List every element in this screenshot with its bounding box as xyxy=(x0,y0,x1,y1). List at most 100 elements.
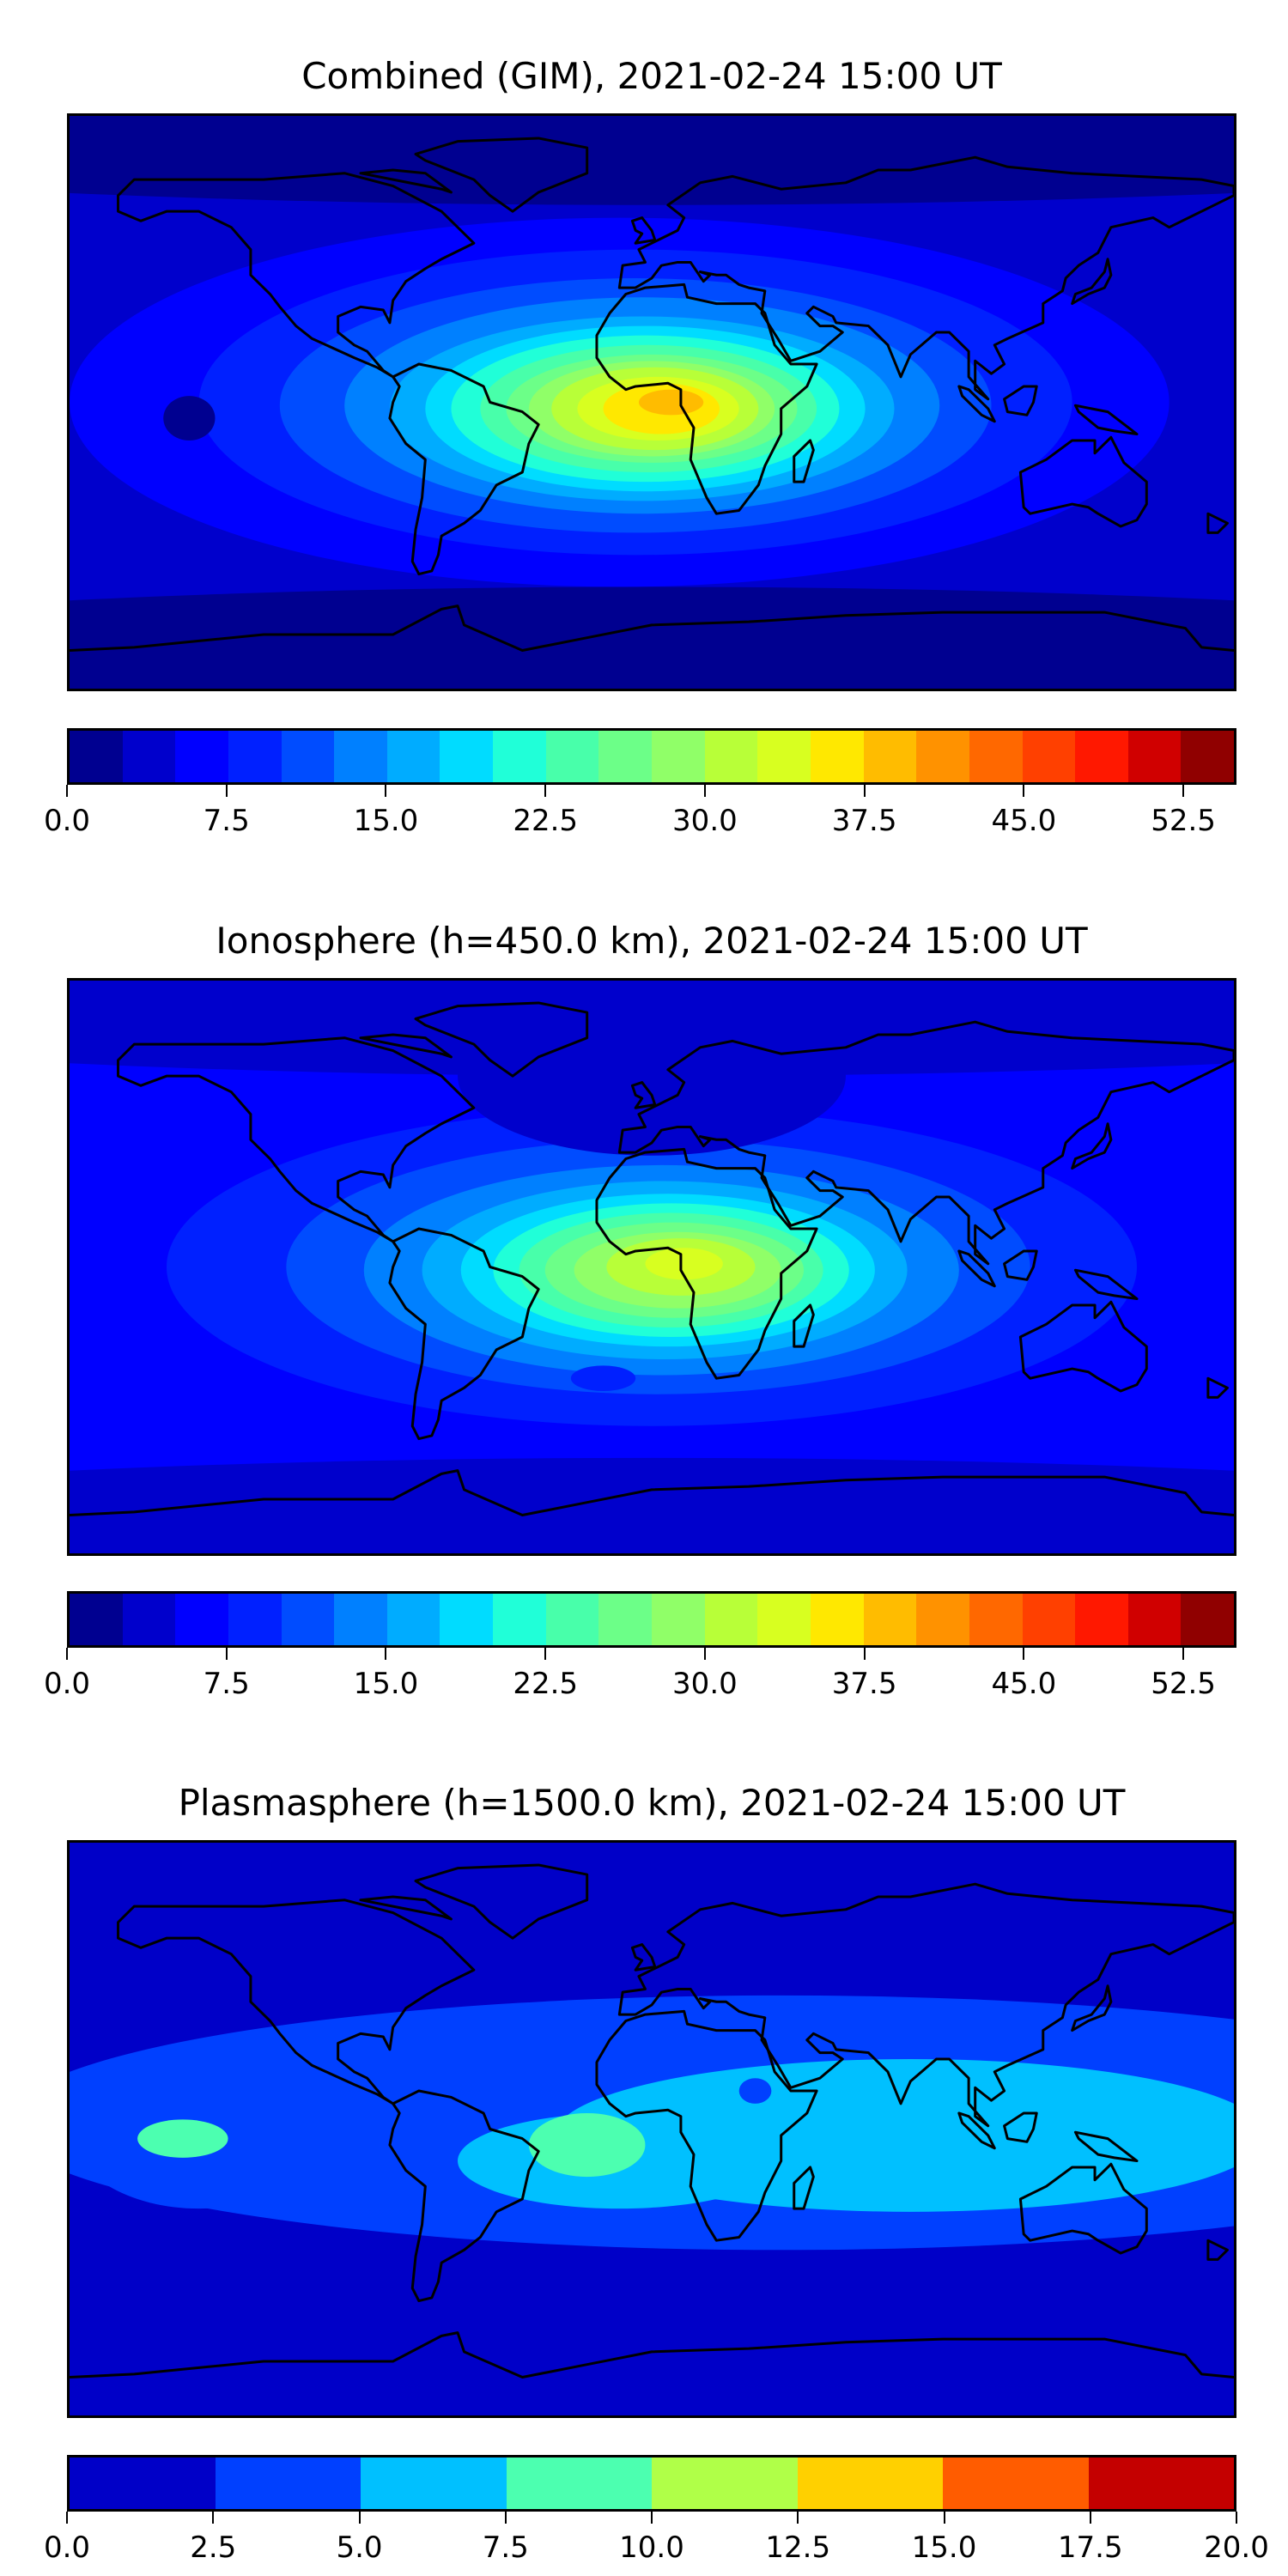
colorbar-tick xyxy=(66,2512,68,2524)
colorbar-tick-label: 30.0 xyxy=(672,1667,738,1701)
coastline-australia xyxy=(1020,2164,1146,2253)
colorbar-level xyxy=(545,731,599,782)
colorbar-tick-label: 22.5 xyxy=(513,804,579,838)
contour-level xyxy=(163,396,216,440)
contour-level xyxy=(458,996,846,1156)
coastlines xyxy=(70,1865,1234,2378)
contour-level xyxy=(70,1457,1234,1553)
coastline-baffin xyxy=(361,170,451,192)
coastline-new-zealand xyxy=(1208,513,1228,532)
colorbar-level xyxy=(1075,1594,1128,1645)
contour-field xyxy=(70,981,1234,1553)
coastline-madagascar xyxy=(794,440,814,482)
coastline-uk xyxy=(632,1945,654,1971)
coastline-japan xyxy=(1072,1986,1111,2031)
colorbar-tick xyxy=(863,785,866,797)
colorbar-tick xyxy=(212,2512,215,2524)
contour-level xyxy=(137,2119,228,2158)
colorbar-level xyxy=(797,2458,943,2509)
colorbar-tick xyxy=(225,1648,228,1660)
coastline-baffin xyxy=(361,1035,451,1057)
coastline-uk xyxy=(632,1083,654,1109)
colorbar-level xyxy=(545,1594,599,1645)
colorbar-level xyxy=(1022,1594,1076,1645)
colorbar-level xyxy=(1127,1594,1182,1645)
colorbar-level xyxy=(863,731,917,782)
colorbar-level xyxy=(1181,731,1235,782)
coastline-sumatra xyxy=(959,386,994,422)
colorbar-tick-label: 22.5 xyxy=(513,1667,579,1701)
colorbar-level xyxy=(228,731,282,782)
colorbar-level xyxy=(175,731,228,782)
colorbar-plasmasphere xyxy=(67,2455,1236,2512)
coastline-africa xyxy=(597,2011,817,2240)
coastline-madagascar xyxy=(794,1305,814,1346)
coastline-new-guinea xyxy=(1075,405,1137,434)
colorbar-tick xyxy=(1236,2512,1237,2524)
colorbar-tick xyxy=(703,1648,706,1660)
colorbar-tick-label: 10.0 xyxy=(619,2530,684,2565)
colorbar-level xyxy=(1075,731,1128,782)
colorbar-tick-label: 45.0 xyxy=(991,1667,1057,1701)
colorbar-level xyxy=(652,1594,705,1645)
colorbar-level xyxy=(598,731,653,782)
contour-field xyxy=(70,116,1234,689)
colorbar-level xyxy=(281,1594,335,1645)
colorbar-tick-label: 30.0 xyxy=(672,804,738,838)
colorbar-level xyxy=(493,1594,546,1645)
colorbar-tick xyxy=(66,785,68,797)
colorbar-tick-label: 37.5 xyxy=(831,1667,897,1701)
colorbar-tick-label: 37.5 xyxy=(831,804,897,838)
coastline-greenland xyxy=(416,1865,587,1938)
colorbar-level xyxy=(1022,731,1076,782)
colorbar-level xyxy=(334,731,387,782)
colorbar-level xyxy=(1181,1594,1235,1645)
colorbar-tick xyxy=(797,2512,799,2524)
colorbar-ionosphere xyxy=(67,1591,1236,1648)
colorbar-level xyxy=(863,1594,917,1645)
map-plasmasphere xyxy=(67,1840,1236,2418)
contour-level xyxy=(645,1248,723,1280)
coastline-uk xyxy=(632,218,654,244)
colorbar-level xyxy=(916,731,969,782)
coastline-australia xyxy=(1020,1302,1146,1391)
colorbar-tick xyxy=(544,1648,547,1660)
colorbar-tick-label: 2.5 xyxy=(190,2530,237,2565)
coastline-south-america xyxy=(390,364,538,574)
contour-level xyxy=(738,2078,772,2104)
colorbar-level xyxy=(334,1594,387,1645)
colorbar-level xyxy=(969,1594,1023,1645)
coastline-africa xyxy=(597,284,817,513)
colorbar-level xyxy=(122,731,176,782)
coastline-japan xyxy=(1072,1124,1111,1169)
colorbar-tick xyxy=(1182,785,1185,797)
colorbar-level xyxy=(757,1594,811,1645)
coastline-eurasia xyxy=(619,1884,1234,2126)
contour-level xyxy=(528,2112,646,2178)
colorbar-tick-label: 0.0 xyxy=(43,1667,91,1701)
colorbar-tick-label: 45.0 xyxy=(991,804,1057,838)
coastline-africa xyxy=(597,1149,817,1378)
coastline-madagascar xyxy=(794,2167,814,2208)
colorbar-level xyxy=(228,1594,282,1645)
colorbar-level xyxy=(361,2458,507,2509)
coastline-antarctica xyxy=(70,1471,1234,1516)
contour-level xyxy=(638,389,704,416)
colorbar-level xyxy=(598,1594,653,1645)
colorbar-combined xyxy=(67,728,1236,785)
coastline-australia xyxy=(1020,437,1146,526)
colorbar-level xyxy=(1127,731,1182,782)
coastline-baffin xyxy=(361,1897,451,1919)
colorbar-level xyxy=(704,1594,758,1645)
coastline-sumatra xyxy=(959,1251,994,1286)
colorbar-tick xyxy=(1023,785,1025,797)
colorbar-level xyxy=(652,2458,798,2509)
map-combined xyxy=(67,113,1236,691)
coastlines xyxy=(70,138,1234,651)
colorbar-tick xyxy=(1089,2512,1091,2524)
colorbar-level xyxy=(704,731,758,782)
colorbar-level xyxy=(215,2458,361,2509)
colorbar-level xyxy=(943,2458,1089,2509)
colorbar-level xyxy=(440,1594,494,1645)
coastline-new-zealand xyxy=(1208,2240,1228,2259)
